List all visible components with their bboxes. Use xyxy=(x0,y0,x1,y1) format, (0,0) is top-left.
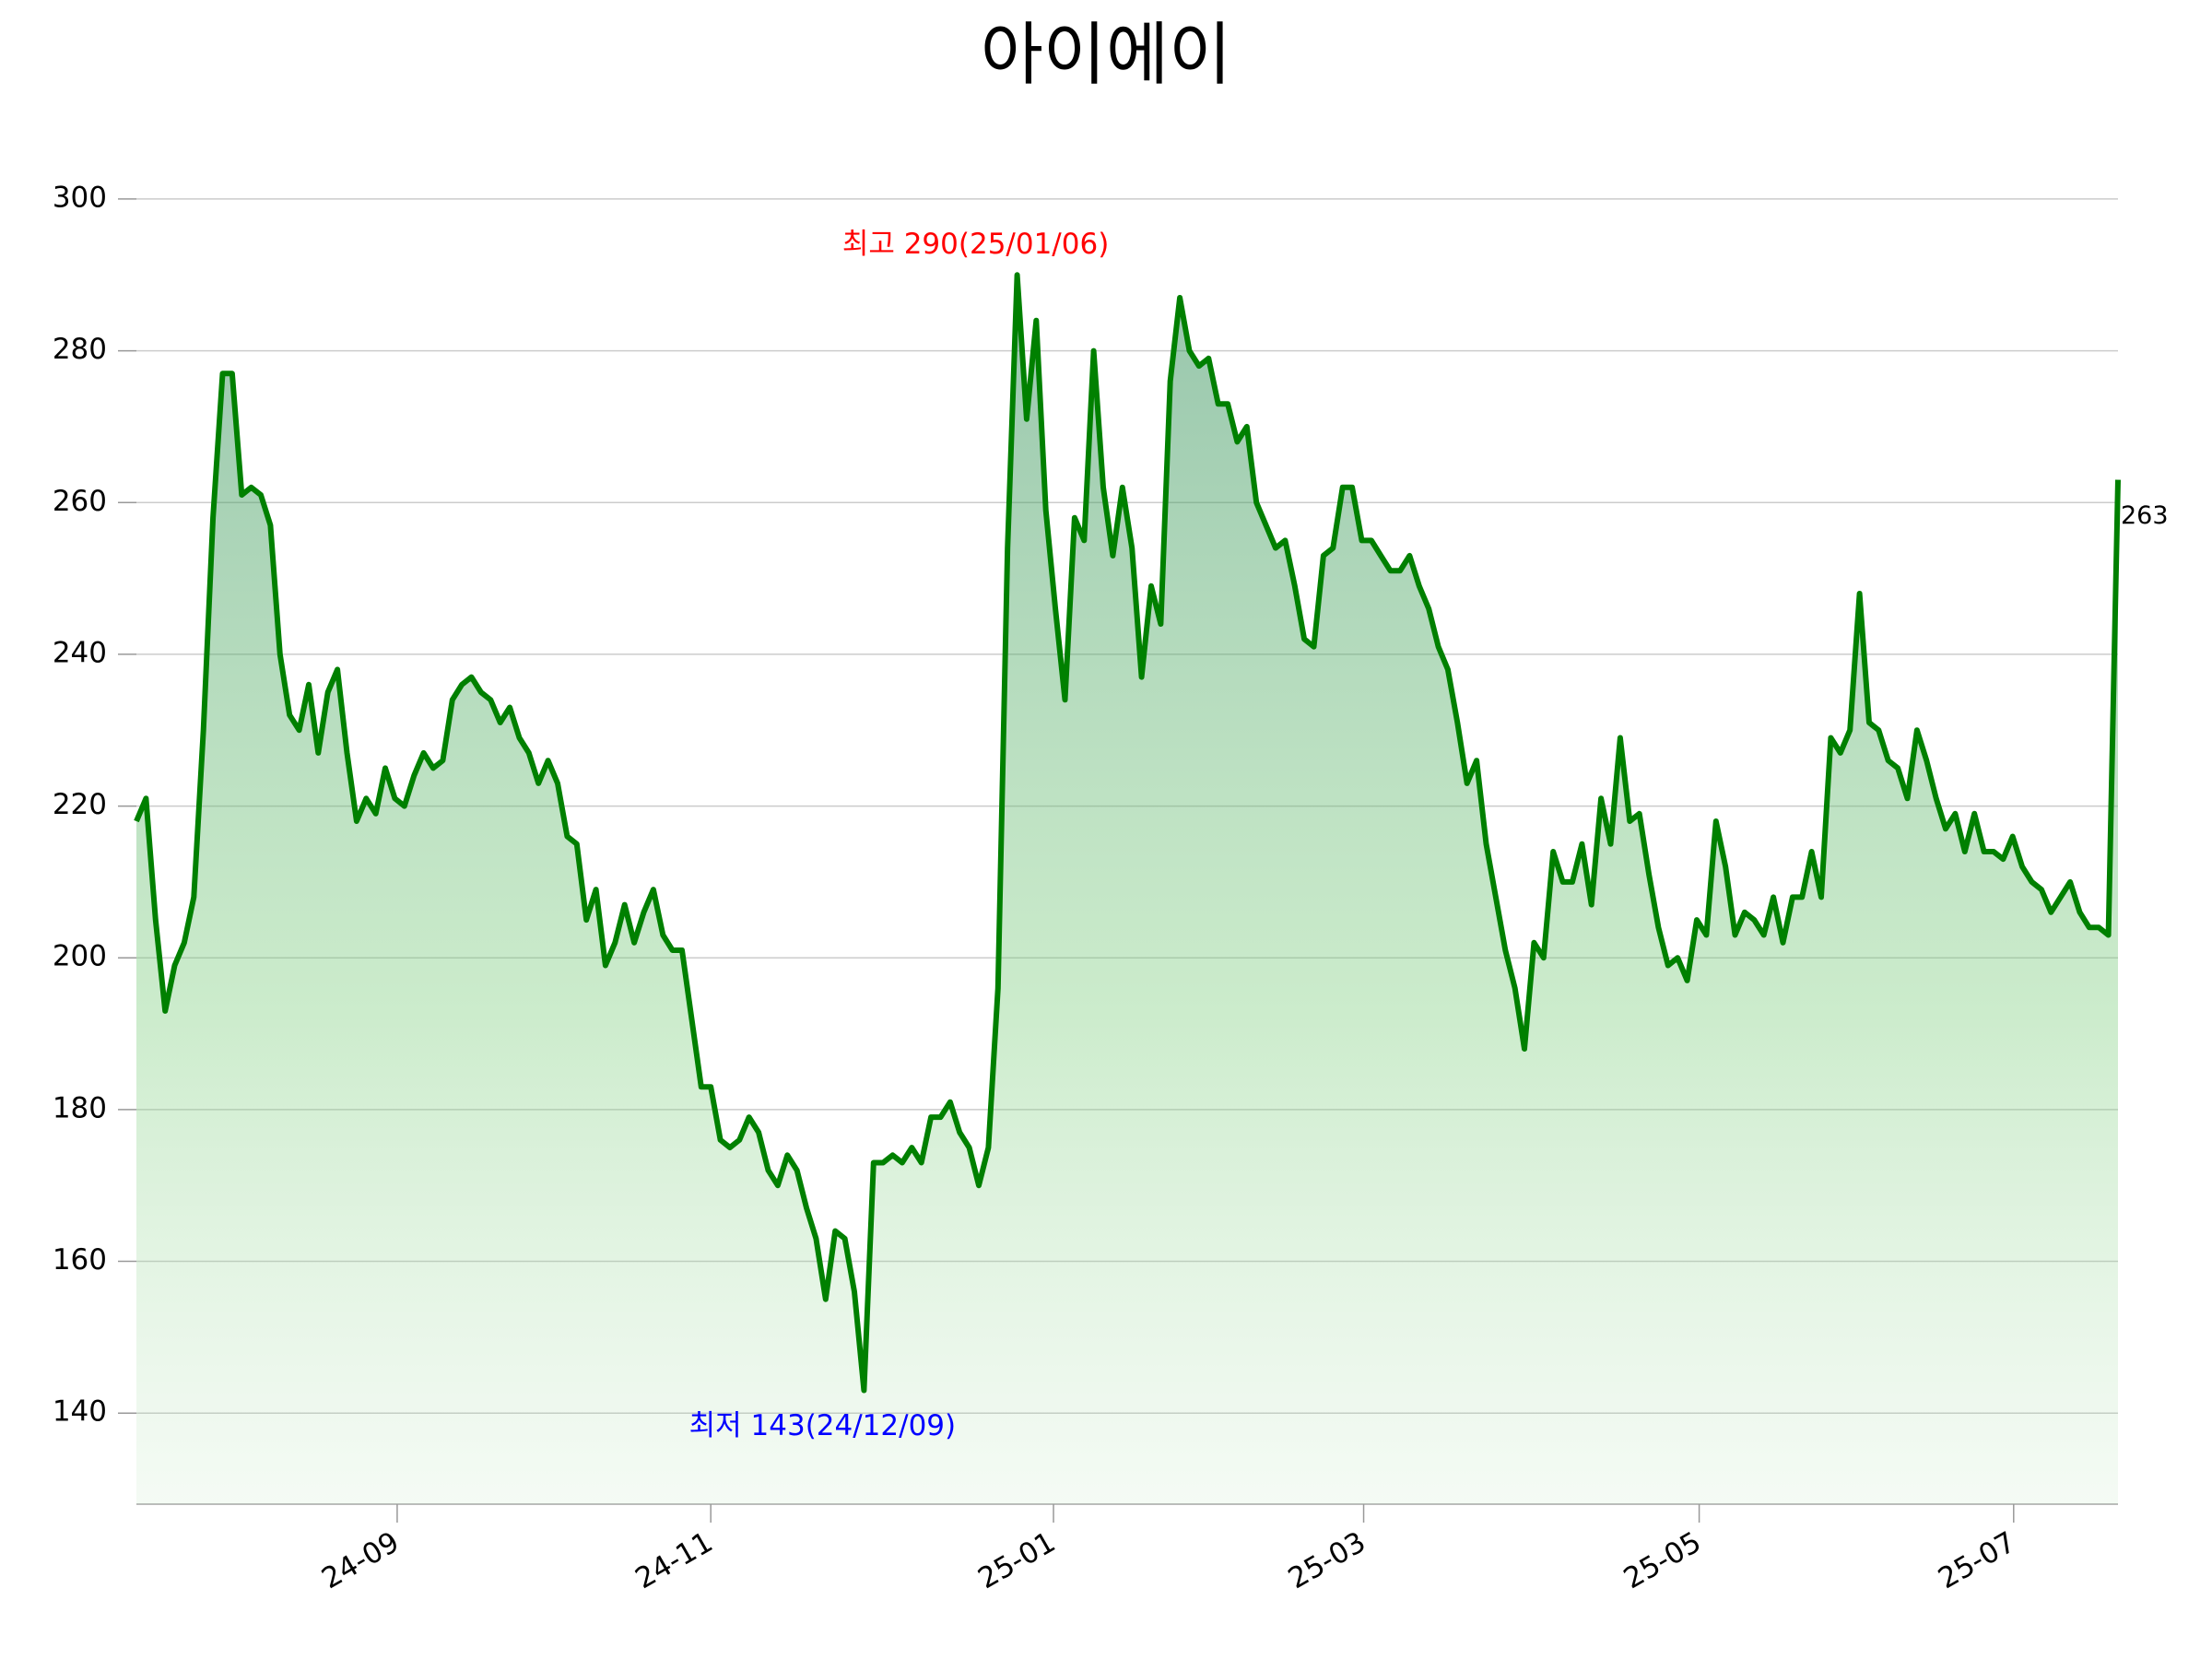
y-tick-label: 280 xyxy=(53,333,107,366)
min-annotation: 최저 143(24/12/09) xyxy=(689,1409,956,1442)
y-tick-label: 140 xyxy=(53,1395,107,1429)
y-tick-label: 200 xyxy=(53,940,107,973)
y-tick-label: 300 xyxy=(53,181,107,214)
x-tick-label: 24-11 xyxy=(629,1525,718,1595)
chart-title: 아이에이 xyxy=(981,16,1231,95)
x-tick-label: 25-01 xyxy=(972,1525,1061,1595)
y-tick-label: 220 xyxy=(53,788,107,821)
x-tick-label: 25-07 xyxy=(1933,1525,2021,1595)
y-tick-label: 260 xyxy=(53,485,107,518)
x-tick-label: 25-05 xyxy=(1618,1525,1707,1595)
y-tick-label: 240 xyxy=(53,636,107,669)
x-tick-label: 24-09 xyxy=(316,1525,405,1595)
x-tick-label: 25-03 xyxy=(1283,1525,1371,1595)
y-tick-label: 180 xyxy=(53,1091,107,1124)
area xyxy=(136,275,2118,1504)
y-tick-label: 160 xyxy=(53,1243,107,1277)
max-annotation: 최고 290(25/01/06) xyxy=(842,228,1109,261)
last-value-label: 263 xyxy=(2121,501,2169,530)
price-line xyxy=(134,272,2121,1394)
